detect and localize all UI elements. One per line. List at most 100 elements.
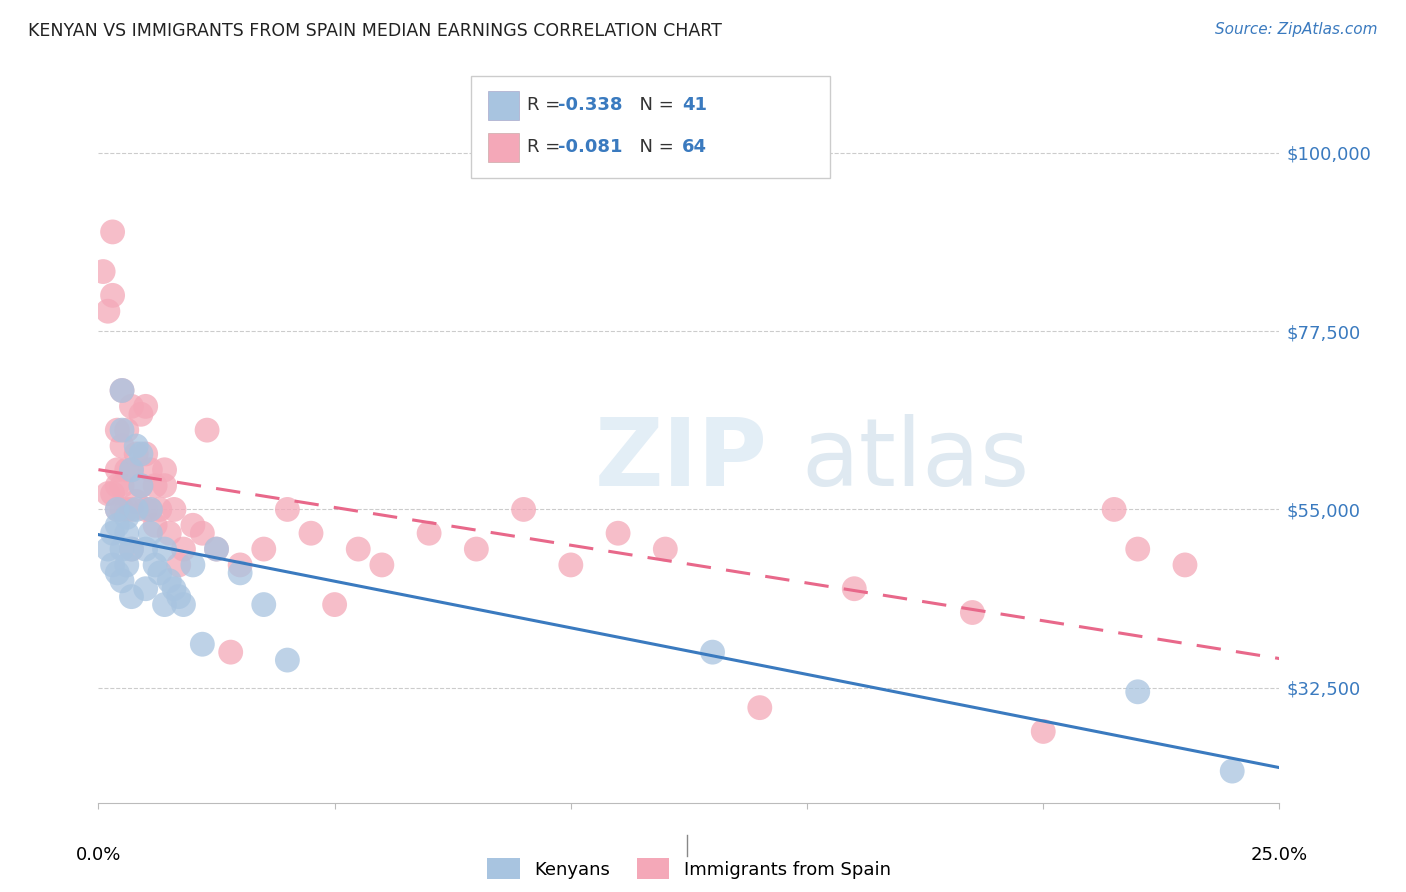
Point [97,304,120,318]
Point [143,518,166,533]
Point [135,582,157,596]
Point [121,590,143,604]
Point [512,502,534,516]
Point [105,423,128,437]
Point [607,526,630,541]
Point [844,582,866,596]
Point [253,542,276,557]
Point [253,598,276,612]
Point [229,558,252,572]
Point [229,566,252,580]
Point [1174,558,1197,572]
Point [111,384,134,398]
Point [276,653,298,667]
Point [191,637,214,651]
Point [191,526,214,541]
Point [91,264,114,278]
Point [115,558,138,572]
Point [654,542,676,557]
Point [105,566,128,580]
Point [97,486,120,500]
Point [101,558,124,572]
Point [111,384,134,398]
Point [172,598,194,612]
Point [172,542,194,557]
Point [111,478,134,492]
Point [167,590,190,604]
Point [1102,502,1125,516]
Point [115,463,138,477]
Point [1220,764,1243,778]
Point [1126,542,1149,557]
Point [129,478,152,492]
Point [129,407,152,421]
Point [143,558,166,572]
Point [121,502,143,516]
Text: atlas: atlas [801,414,1029,507]
Point [101,486,124,500]
Point [195,423,218,437]
Point [105,502,128,516]
Point [299,526,322,541]
Point [125,447,148,461]
Text: ZIP: ZIP [595,414,768,507]
Point [149,502,172,516]
Text: R =: R = [527,96,567,114]
Text: N =: N = [628,138,681,156]
Point [115,526,138,541]
Point [702,645,724,659]
Point [748,700,770,714]
Point [129,447,152,461]
Point [129,478,152,492]
Text: R =: R = [527,138,567,156]
Point [157,574,180,588]
Point [111,423,134,437]
Point [139,463,162,477]
Text: -0.081: -0.081 [558,138,623,156]
Point [105,502,128,516]
Text: N =: N = [628,96,681,114]
Text: -0.338: -0.338 [558,96,623,114]
Text: Source: ZipAtlas.com: Source: ZipAtlas.com [1215,22,1378,37]
Point [125,494,148,508]
Point [219,645,242,659]
Point [560,558,582,572]
Point [111,574,134,588]
Point [153,542,176,557]
Point [139,502,162,516]
Point [153,463,176,477]
Point [139,502,162,516]
Point [153,478,176,492]
Point [135,542,157,557]
Point [418,526,440,541]
Point [1126,685,1149,699]
Point [135,502,157,516]
Text: 41: 41 [682,96,707,114]
Point [962,606,984,620]
Point [371,558,394,572]
Text: 64: 64 [682,138,707,156]
Point [115,510,138,524]
Point [121,463,143,477]
Point [111,542,134,557]
Point [157,526,180,541]
Point [121,400,143,414]
Point [135,447,157,461]
Point [111,502,134,516]
Point [101,288,124,302]
Point [205,542,228,557]
Point [323,598,346,612]
Point [115,502,138,516]
Point [101,526,124,541]
Point [105,478,128,492]
Point [105,463,128,477]
Point [167,558,190,572]
Point [276,502,298,516]
Point [115,423,138,437]
Point [163,502,186,516]
Point [121,542,143,557]
Point [149,566,172,580]
Point [105,518,128,533]
Point [111,439,134,453]
Point [125,502,148,516]
